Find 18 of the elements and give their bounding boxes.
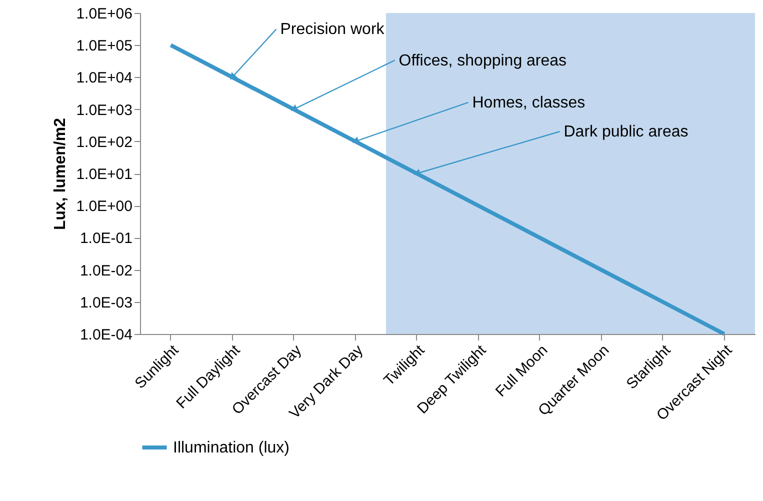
y-axis-title: Lux, lumen/m2 bbox=[52, 118, 70, 230]
y-tick-label: 1.0E+02 bbox=[76, 134, 132, 151]
y-tick-label: 1.0E-03 bbox=[80, 294, 132, 312]
legend-label: Illumination (lux) bbox=[173, 440, 290, 456]
y-tick-label: 1.0E+00 bbox=[76, 198, 132, 216]
y-tick-label: 1.0E+06 bbox=[76, 6, 132, 22]
y-tick-label: 1.0E+01 bbox=[76, 166, 132, 183]
annotation: Homes, classes bbox=[472, 94, 586, 112]
line-series bbox=[168, 43, 726, 336]
y-tick-label: 1.0E+03 bbox=[76, 102, 132, 119]
y-tick-label: 1.0E+04 bbox=[76, 70, 132, 87]
annotation: Precision work bbox=[280, 21, 386, 38]
y-tick-label: 1.0E+05 bbox=[76, 38, 132, 55]
y-tick-label: 1.0E-04 bbox=[80, 326, 132, 344]
y-tick-label: 1.0E-01 bbox=[80, 230, 132, 248]
annotation: Offices, shopping areas bbox=[398, 52, 567, 70]
annotation: Dark public areas bbox=[564, 124, 688, 140]
y-tick-label: 1.0E-02 bbox=[80, 262, 132, 280]
